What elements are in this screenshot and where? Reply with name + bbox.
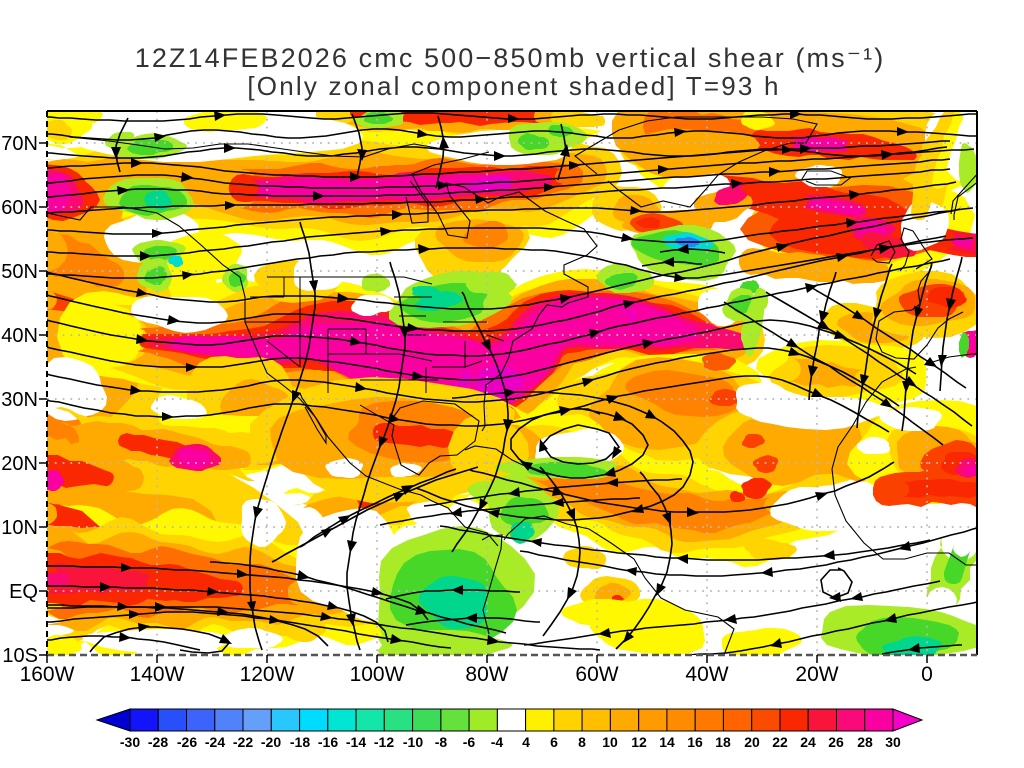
svg-text:20W: 20W bbox=[795, 663, 838, 686]
svg-text:12Z14FEB2026 cmc 500−850mb ver: 12Z14FEB2026 cmc 500−850mb vertical shea… bbox=[135, 43, 886, 73]
svg-text:20: 20 bbox=[744, 734, 760, 750]
svg-text:-18: -18 bbox=[290, 734, 310, 750]
svg-text:26: 26 bbox=[828, 734, 844, 750]
svg-text:80W: 80W bbox=[465, 663, 508, 686]
svg-text:-6: -6 bbox=[463, 734, 476, 750]
svg-text:70N: 70N bbox=[1, 133, 38, 155]
svg-text:10N: 10N bbox=[1, 517, 38, 539]
svg-text:-16: -16 bbox=[318, 734, 338, 750]
svg-text:50N: 50N bbox=[1, 261, 38, 283]
svg-text:60N: 60N bbox=[1, 197, 38, 219]
svg-text:6: 6 bbox=[550, 734, 558, 750]
svg-text:-26: -26 bbox=[177, 734, 197, 750]
svg-text:-22: -22 bbox=[233, 734, 253, 750]
svg-text:12: 12 bbox=[631, 734, 647, 750]
svg-text:-20: -20 bbox=[261, 734, 281, 750]
svg-text:40W: 40W bbox=[685, 663, 728, 686]
svg-text:-4: -4 bbox=[491, 734, 504, 750]
svg-text:EQ: EQ bbox=[9, 581, 38, 603]
svg-text:16: 16 bbox=[687, 734, 703, 750]
svg-text:40N: 40N bbox=[1, 325, 38, 347]
svg-text:20N: 20N bbox=[1, 453, 38, 475]
svg-text:-24: -24 bbox=[205, 734, 225, 750]
svg-text:-28: -28 bbox=[148, 734, 168, 750]
svg-text:140W: 140W bbox=[130, 663, 185, 686]
svg-text:-30: -30 bbox=[120, 734, 140, 750]
svg-text:-8: -8 bbox=[435, 734, 448, 750]
svg-text:30: 30 bbox=[885, 734, 901, 750]
svg-text:160W: 160W bbox=[20, 663, 75, 686]
svg-text:10: 10 bbox=[602, 734, 618, 750]
svg-text:10S: 10S bbox=[2, 645, 38, 667]
svg-text:60W: 60W bbox=[575, 663, 618, 686]
svg-text:24: 24 bbox=[800, 734, 816, 750]
svg-text:-12: -12 bbox=[374, 734, 394, 750]
svg-text:-14: -14 bbox=[346, 734, 366, 750]
svg-text:0: 0 bbox=[921, 663, 933, 686]
svg-text:[Only zonal component shaded]: [Only zonal component shaded] T=93 h bbox=[247, 71, 780, 101]
svg-text:22: 22 bbox=[772, 734, 788, 750]
svg-text:4: 4 bbox=[522, 734, 530, 750]
svg-text:28: 28 bbox=[857, 734, 873, 750]
svg-text:14: 14 bbox=[659, 734, 675, 750]
svg-text:120W: 120W bbox=[240, 663, 295, 686]
svg-text:30N: 30N bbox=[1, 389, 38, 411]
svg-text:8: 8 bbox=[578, 734, 586, 750]
svg-text:-10: -10 bbox=[403, 734, 423, 750]
svg-text:18: 18 bbox=[715, 734, 731, 750]
svg-text:100W: 100W bbox=[350, 663, 405, 686]
